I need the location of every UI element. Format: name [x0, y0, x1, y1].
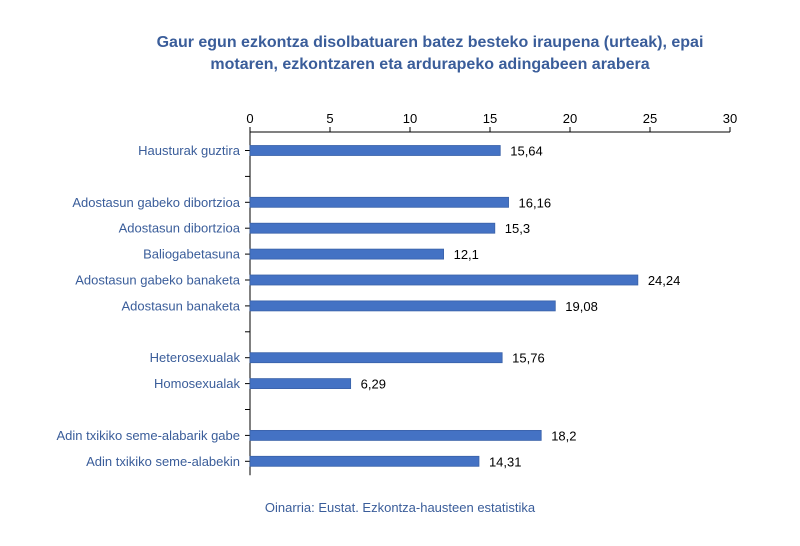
data-label: 24,24 [648, 273, 681, 288]
category-label: Heterosexualak [150, 350, 241, 365]
category-label: Adostasun dibortzioa [119, 221, 241, 236]
bar [249, 378, 352, 390]
x-tick-label: 10 [403, 111, 417, 126]
chart-title: Gaur egun ezkontza disolbatuaren batez b… [110, 32, 750, 76]
category-label: Adin txikiko seme-alabarik gabe [56, 428, 240, 443]
data-label: 16,16 [519, 195, 552, 210]
bar [249, 300, 556, 312]
category-label: Adostasun banaketa [121, 298, 240, 313]
bar [249, 196, 509, 208]
category-label: Adin txikiko seme-alabekin [86, 454, 240, 469]
data-label: 14,31 [489, 454, 522, 469]
bar [249, 455, 480, 467]
bar [249, 248, 445, 260]
category-label: Adostasun gabeko banaketa [75, 273, 241, 288]
data-label: 15,3 [505, 221, 530, 236]
data-label: 6,29 [361, 377, 386, 392]
chart-title-line-2: motaren, ezkontzaren eta ardurapeko adin… [210, 56, 650, 73]
data-label: 19,08 [565, 299, 598, 314]
x-tick-label: 25 [643, 111, 657, 126]
source-note: Oinarria: Eustat. Ezkontza-hausteen esta… [264, 500, 536, 515]
bar [249, 145, 501, 156]
data-label: 15,64 [510, 144, 543, 159]
category-label: Homosexualak [154, 376, 240, 391]
x-tick-label: 5 [326, 111, 333, 126]
data-label: 18,2 [551, 428, 576, 443]
data-label: 12,1 [454, 247, 479, 262]
bar [249, 429, 542, 441]
category-label: Baliogabetasuna [143, 247, 241, 262]
chart-title-line-1: Gaur egun ezkontza disolbatuaren batez b… [156, 34, 704, 51]
bar [249, 352, 503, 364]
bar [249, 222, 496, 234]
x-tick-label: 30 [723, 111, 737, 126]
bar [249, 274, 639, 286]
x-tick-label: 0 [246, 111, 253, 126]
x-tick-label: 15 [483, 111, 497, 126]
data-label: 15,76 [512, 351, 545, 366]
x-tick-label: 20 [563, 111, 577, 126]
category-label: Adostasun gabeko dibortzioa [72, 195, 240, 210]
category-label: Hausturak guztira [138, 143, 241, 158]
